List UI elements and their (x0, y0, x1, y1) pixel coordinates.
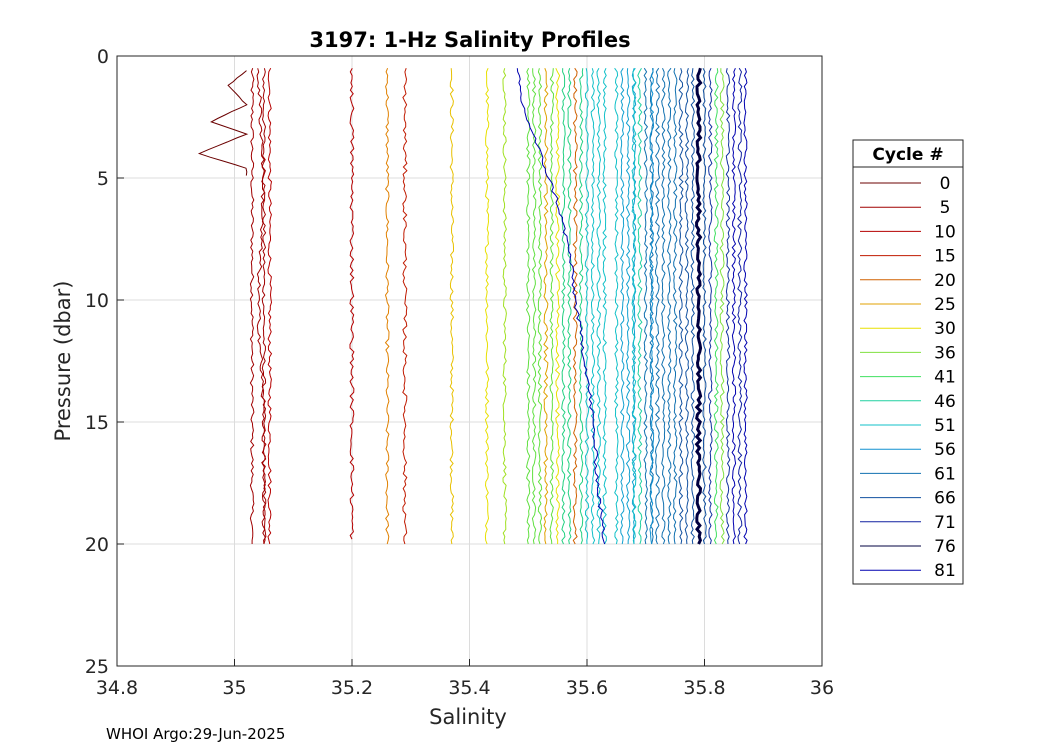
profile-line (502, 68, 508, 545)
legend-label-25: 25 (934, 295, 956, 315)
series-line-20 (572, 67, 578, 545)
legend-label-71: 71 (934, 513, 956, 533)
y-tick-label: 20 (85, 534, 109, 556)
profile-line (384, 68, 390, 545)
profile-line (449, 68, 455, 545)
profile-line (743, 68, 748, 545)
series-line-66 (678, 68, 684, 545)
profile-line (602, 68, 607, 545)
profile-line (549, 68, 555, 545)
profile-line (531, 68, 537, 545)
x-tick-label: 35 (222, 677, 246, 699)
profile-line (525, 67, 531, 545)
series-line-5 (256, 68, 267, 545)
series-line-71 (737, 67, 743, 545)
series-line-56 (649, 68, 655, 545)
x-tick-label: 34.8 (96, 677, 138, 699)
legend-label-46: 46 (934, 392, 956, 412)
x-axis-label: Salinity (429, 705, 507, 729)
series-line-76 (694, 67, 703, 545)
x-tick-label: 35.8 (683, 677, 725, 699)
background-profiles (249, 67, 748, 545)
profile-line (578, 68, 584, 545)
series-line-81 (516, 68, 606, 545)
profile-line (725, 68, 731, 545)
legend-label-41: 41 (934, 368, 956, 388)
legend-label-66: 66 (934, 489, 956, 509)
legend-label-5: 5 (940, 198, 951, 218)
profile-line (625, 68, 631, 545)
legend-label-61: 61 (934, 464, 956, 484)
x-tick-label: 35.6 (566, 677, 608, 699)
profile-line (708, 67, 713, 545)
series-line-30 (554, 67, 561, 545)
profile-line (672, 68, 678, 545)
profile-line (567, 68, 572, 545)
y-tick-label: 5 (97, 168, 109, 190)
series-line-25 (543, 68, 549, 545)
legend-items: 0 5 10 15 20 25 30 36 41 46 51 56 61 66 71 76 81 (860, 174, 956, 581)
chart-title: 3197: 1-Hz Salinity Profiles (309, 28, 630, 52)
legend-label-10: 10 (934, 222, 956, 242)
legend-title: Cycle # (872, 145, 943, 165)
legend-label-15: 15 (934, 247, 956, 267)
profile-line (590, 68, 596, 545)
legend-label-81: 81 (934, 561, 956, 581)
profile-line (684, 68, 690, 545)
y-axis-label: Pressure (dbar) (51, 281, 75, 442)
series-lines (197, 67, 743, 545)
profile-line (731, 68, 737, 545)
profile-line (661, 68, 666, 545)
series-line-51 (631, 67, 637, 545)
profile-line (249, 68, 255, 544)
profile-line (537, 68, 543, 545)
profile-line (596, 67, 602, 545)
series-line-61 (654, 67, 661, 545)
profile-line (613, 67, 619, 545)
legend: Cycle # 0 5 10 15 20 25 30 36 41 46 51 56 61 66 71 76 81 (852, 139, 964, 585)
profile-line (631, 68, 637, 545)
profile-line (666, 67, 672, 545)
profile-line (267, 67, 273, 545)
profile-line (584, 68, 590, 545)
y-axis-ticks: 0 5 10 15 20 25 (85, 46, 124, 678)
legend-label-20: 20 (934, 271, 956, 291)
series-line-46 (637, 67, 643, 545)
y-tick-label: 25 (85, 656, 109, 678)
series-line-10 (349, 67, 355, 540)
x-tick-label: 36 (810, 677, 834, 699)
y-tick-label: 10 (85, 290, 109, 312)
x-tick-label: 35.4 (448, 677, 490, 699)
series-line-36 (719, 68, 725, 545)
y-tick-label: 0 (97, 46, 109, 68)
profile-line (702, 67, 707, 545)
legend-label-30: 30 (934, 319, 956, 339)
legend-label-76: 76 (934, 537, 956, 557)
x-axis-ticks: 34.8 35 35.2 35.4 35.6 35.8 36 (96, 659, 834, 699)
legend-label-0: 0 (940, 174, 951, 194)
y-tick-label: 15 (85, 412, 109, 434)
profile-line (619, 67, 625, 545)
legend-box (852, 139, 964, 585)
profile-line (561, 68, 566, 545)
series-line-15 (402, 68, 408, 545)
x-tick-label: 35.2 (331, 677, 373, 699)
series-line-41 (713, 68, 719, 545)
legend-label-36: 36 (934, 343, 956, 363)
profile-line (690, 68, 696, 545)
legend-label-56: 56 (934, 440, 956, 460)
legend-label-51: 51 (934, 416, 956, 436)
profile-line (261, 68, 267, 545)
footer-text: WHOI Argo:29-Jun-2025 (106, 725, 286, 743)
series-line-0 (197, 70, 249, 176)
profile-line (643, 67, 649, 545)
profile-line (484, 68, 490, 545)
